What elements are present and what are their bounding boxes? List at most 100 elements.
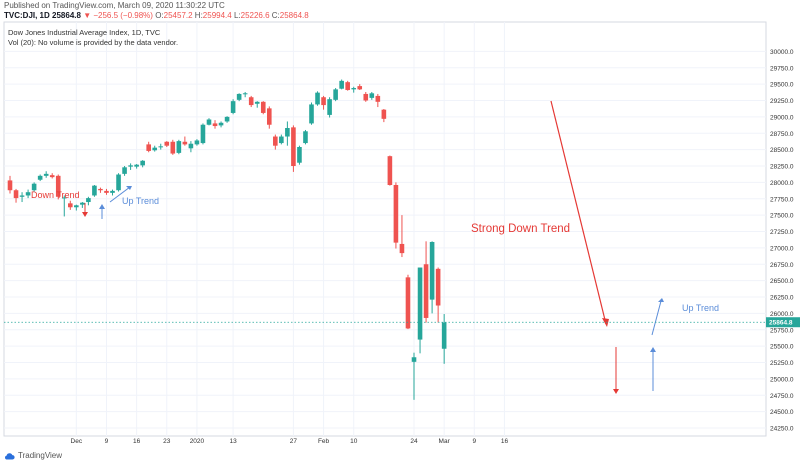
up-trend-arrowhead <box>99 204 105 209</box>
x-tick-label: 9 <box>472 438 476 445</box>
up-trend-diagonal-arrowhead <box>126 186 132 190</box>
brand-name: TradingView <box>18 451 63 460</box>
up-trend-diagonal-line <box>109 186 131 203</box>
candle-up <box>230 101 236 113</box>
candle-up <box>297 147 302 163</box>
candle-up <box>19 195 25 197</box>
candle-down <box>164 141 170 146</box>
candle-up <box>218 122 224 126</box>
symbol-quote-line: TVC:DJI, 1D 25864.8 ▼ −256.5 (−0.98%) O:… <box>4 11 309 20</box>
candle-up <box>303 131 308 144</box>
y-tick-label: 26500.0 <box>770 278 794 285</box>
up-trend-label: Up Trend <box>122 196 159 206</box>
symbol-name: TVC:DJI, 1D <box>4 11 50 20</box>
candle-down <box>387 156 393 185</box>
candle-up <box>140 160 145 166</box>
current-price-tag-label: 25864.8 <box>769 320 793 327</box>
x-tick-label: 16 <box>501 438 509 445</box>
x-tick-label: 13 <box>229 438 237 445</box>
candle-up <box>176 141 182 153</box>
price-change: −256.5 (−0.98%) <box>93 11 153 20</box>
candle-up <box>339 80 344 89</box>
candle-up <box>206 119 212 125</box>
rebound-up-arrowhead <box>650 347 656 352</box>
candle-up <box>122 167 127 174</box>
down-trend-arrowhead <box>82 212 88 217</box>
candle-up <box>236 93 242 100</box>
cloud-logo-icon <box>4 452 15 459</box>
candle-up <box>25 192 31 196</box>
candle-up <box>279 136 284 144</box>
strong-down-trend-arrow-line <box>550 100 607 325</box>
rebound-diagonal-arrowhead <box>658 298 664 302</box>
x-tick-label: 23 <box>163 438 171 445</box>
candle-down <box>55 175 61 197</box>
high-label: H: <box>194 11 203 20</box>
y-tick-label: 28500.0 <box>770 147 794 154</box>
y-tick-label: 29750.0 <box>770 65 794 72</box>
candle-up <box>200 124 206 144</box>
candle-up <box>351 88 357 90</box>
y-tick-label: 28750.0 <box>770 131 794 138</box>
y-tick-label: 26250.0 <box>770 295 794 302</box>
candle-down <box>273 136 278 146</box>
candle-up <box>43 173 49 176</box>
candle-up <box>429 241 435 300</box>
y-tick-label: 25750.0 <box>770 327 794 334</box>
candle-down <box>321 97 326 106</box>
tradingview-brand[interactable]: TradingView <box>4 451 62 460</box>
x-tick-label: 27 <box>290 438 298 445</box>
candle-up <box>327 99 332 115</box>
x-tick-label: 16 <box>133 438 141 445</box>
high-value: 25994.4 <box>202 11 232 20</box>
candle-up <box>80 202 85 205</box>
open-value: 25457.2 <box>163 11 193 20</box>
candle-down <box>357 86 363 90</box>
recent-up-trend-label: Up Trend <box>682 303 719 313</box>
candle-up <box>74 205 79 208</box>
y-tick-label: 26750.0 <box>770 262 794 269</box>
candle-up <box>158 146 164 148</box>
candle-up <box>37 175 43 180</box>
candle-down <box>260 101 266 113</box>
y-tick-label: 28000.0 <box>770 180 794 187</box>
y-tick-label: 24250.0 <box>770 426 794 433</box>
candle-up <box>110 190 115 193</box>
candle-down <box>435 268 441 306</box>
x-tick-label: Feb <box>318 438 330 445</box>
x-tick-label: 2020 <box>190 438 205 445</box>
candle-up <box>128 165 133 167</box>
candle-up <box>188 143 194 149</box>
candle-down <box>393 184 399 243</box>
crash-down-arrowhead <box>613 389 619 394</box>
candle-up <box>86 198 91 203</box>
volume-note: Vol (20): No volume is provided by the d… <box>8 38 179 47</box>
candle-down <box>49 175 55 178</box>
candle-down <box>98 188 103 191</box>
y-tick-label: 24750.0 <box>770 393 794 400</box>
candle-up <box>254 101 260 104</box>
candle-down <box>104 190 109 193</box>
candle-down <box>170 141 176 154</box>
candle-down <box>363 93 369 101</box>
candle-up <box>441 322 447 349</box>
y-tick-label: 26000.0 <box>770 311 794 318</box>
candle-up <box>333 89 338 100</box>
chart-pane-border <box>3 21 767 437</box>
candle-down <box>68 203 73 208</box>
y-tick-label: 27500.0 <box>770 213 794 220</box>
close-value: 25864.8 <box>279 11 309 20</box>
y-tick-label: 27000.0 <box>770 245 794 252</box>
candle-up <box>92 185 97 196</box>
strong-down-trend-label: Strong Down Trend <box>471 223 570 235</box>
y-tick-label: 30000.0 <box>770 49 794 56</box>
chart-legend-title: Dow Jones Industrial Average Index, 1D, … <box>8 28 161 37</box>
candle-up <box>242 93 248 95</box>
candle-up <box>417 267 423 340</box>
candle-down <box>291 127 296 166</box>
x-tick-label: Dec <box>71 438 83 445</box>
candle-up <box>285 128 290 137</box>
low-label: L: <box>233 11 241 20</box>
candle-down <box>7 180 13 191</box>
